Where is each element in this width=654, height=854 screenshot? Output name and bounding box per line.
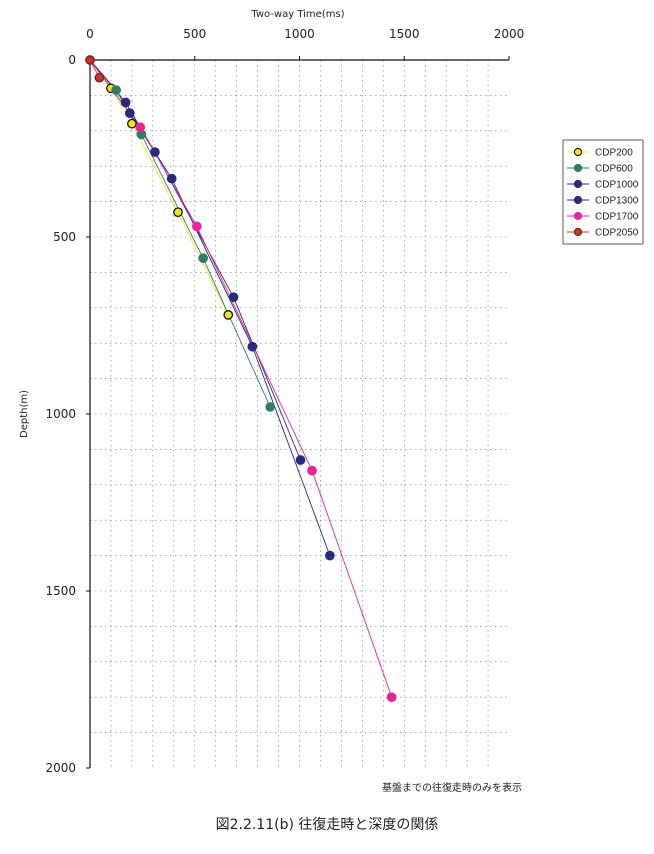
y-tick-label: 1500 [45,584,76,598]
x-tick-label: 1000 [284,27,315,41]
data-point-cdp1000 [150,147,160,157]
legend-marker-cdp1300 [573,195,583,205]
data-point-cdp2050 [94,72,105,83]
series-points [85,55,397,703]
y-tick-labels: 0 500 1000 1500 2000 [45,53,90,775]
legend-marker-cdp200 [573,147,583,157]
x-tick-label: 2000 [494,27,525,41]
data-point-cdp1300 [247,341,258,352]
data-point-cdp1300 [325,550,335,561]
data-point-cdp1000 [295,455,306,465]
legend-marker-cdp1700 [573,211,583,221]
y-tick-label: 500 [53,230,76,244]
legend-label-cdp1000: CDP1000 [595,180,639,191]
grid [90,60,509,768]
data-point-cdp1000 [228,292,239,303]
data-point-cdp1000 [120,97,131,108]
annotation: 基盤までの往復走時のみを表示 [382,781,522,794]
legend: CDP200 CDP600 CDP1000 CDP1300 CDP1700 CDP2050 [562,139,644,245]
data-point-cdp1700 [386,692,397,703]
series-line-cdp600 [89,59,271,408]
y-tick-label: 1000 [45,407,76,421]
legend-label-cdp600: CDP600 [595,164,633,175]
x-tick-label: 1500 [389,27,420,41]
data-point-cdp2050 [85,55,95,65]
series-line-cdp200 [89,59,229,316]
data-point-cdp600 [265,402,276,412]
data-point-cdp1700 [191,221,202,232]
legend-marker-cdp1000 [573,179,583,189]
legend-marker-cdp2050 [573,227,583,237]
legend-label-cdp1300: CDP1300 [595,196,639,207]
data-point-cdp1700 [307,465,317,476]
series-line-cdp1000 [89,59,301,461]
legend-box [562,139,644,245]
x-tick-labels: 0 500 1000 1500 2000 [86,27,524,60]
data-point-cdp200 [127,118,137,129]
data-point-cdp600 [198,253,208,264]
data-point-cdp200 [173,207,183,218]
data-point-cdp1700 [135,122,146,133]
data-point-cdp200 [223,310,234,320]
legend-label-cdp200: CDP200 [595,148,633,159]
y-tick-label: 0 [68,53,76,67]
data-point-cdp1300 [166,173,177,184]
x-tick-label: 500 [183,27,206,41]
legend-label-cdp1700: CDP1700 [595,212,639,223]
x-tick-label: 0 [86,27,94,41]
data-point-cdp600 [111,85,122,95]
y-axis-title: Depth(m) [19,390,30,438]
legend-marker-cdp600 [573,163,583,173]
legend-label-cdp2050: CDP2050 [595,228,639,239]
y-tick-label: 2000 [45,761,76,775]
x-axis-title: Two-way Time(ms) [250,9,344,20]
figure-caption: 図2.2.11(b) 往復走時と深度の関係 [216,816,439,833]
data-point-cdp1300 [124,108,135,118]
